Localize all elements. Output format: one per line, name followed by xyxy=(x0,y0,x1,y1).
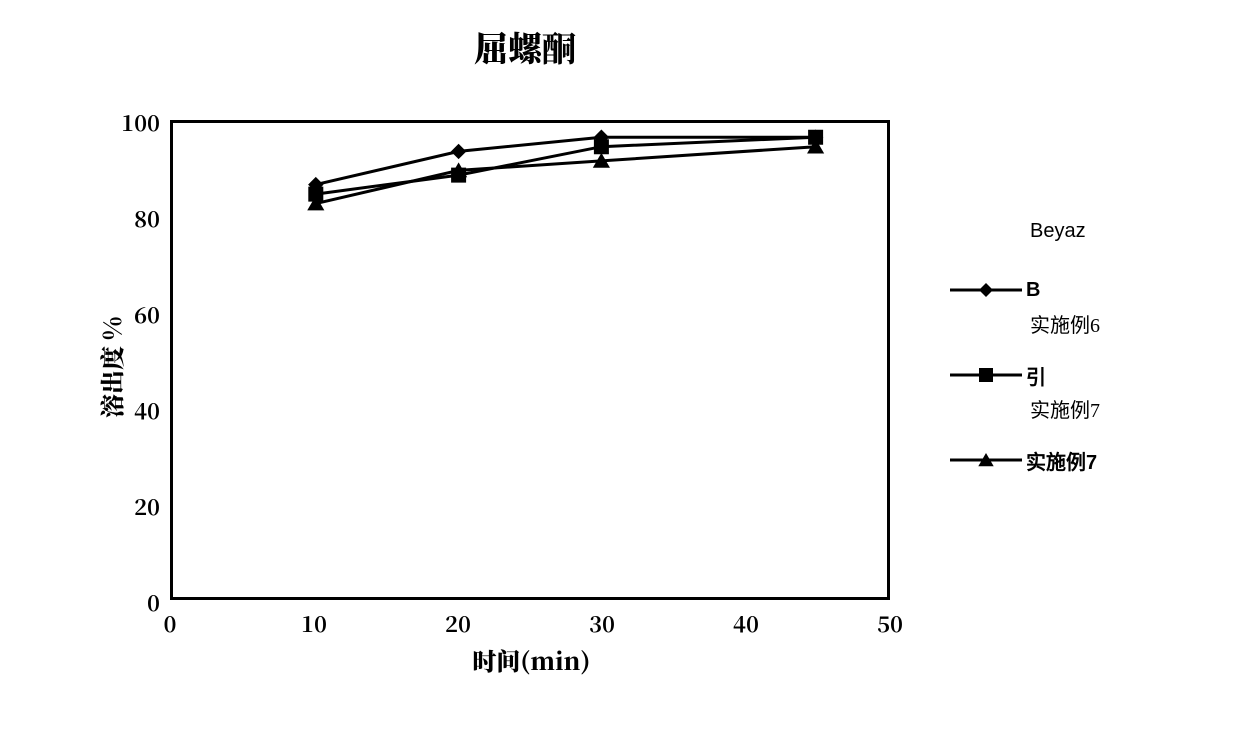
x-tick-40: 40 xyxy=(733,608,759,639)
x-tick-50: 50 xyxy=(877,608,903,639)
legend-row-0: B xyxy=(950,277,1210,303)
legend-top-label: Beyaz xyxy=(1030,220,1210,243)
legend-label-2: 实施例7 xyxy=(1026,446,1097,475)
legend-label-0: B xyxy=(1026,279,1040,302)
x-tick-0: 0 xyxy=(164,608,177,639)
legend-label-1: 引 xyxy=(1026,361,1046,390)
series-line-B xyxy=(316,137,816,184)
y-tick-100: 100 xyxy=(100,107,160,138)
x-tick-10: 10 xyxy=(301,608,327,639)
legend-row-1: 引 xyxy=(950,362,1210,388)
y-tick-40: 40 xyxy=(100,395,160,426)
legend-row-2: 实施例7 xyxy=(950,447,1210,473)
legend-marker-square-icon xyxy=(950,362,1022,388)
chart-page: 屈螺酮 溶出度 % 时间(min) 020406080100 010203040… xyxy=(0,0,1240,756)
marker-B-1 xyxy=(452,144,466,158)
legend-sublabel-0: 实施例6 xyxy=(1030,309,1210,338)
plot-area xyxy=(170,120,890,600)
y-tick-60: 60 xyxy=(100,299,160,330)
legend-marker-diamond-icon xyxy=(950,277,1022,303)
chart-title: 屈螺酮 xyxy=(0,22,1050,71)
y-tick-0: 0 xyxy=(100,587,160,618)
legend-items: B 实施例6 引实施例7 实施例7 xyxy=(950,277,1210,473)
x-axis-label: 时间(min) xyxy=(472,642,590,677)
plot-container: 溶出度 % 时间(min) 020406080100 01020304050 xyxy=(75,110,935,670)
y-tick-80: 80 xyxy=(100,203,160,234)
x-tick-30: 30 xyxy=(589,608,615,639)
legend-sublabel-1: 实施例7 xyxy=(1030,394,1210,423)
legend: Beyaz B 实施例6 引实施例7 实施例7 xyxy=(950,220,1210,473)
x-tick-20: 20 xyxy=(445,608,471,639)
marker-ex6-2 xyxy=(594,140,608,154)
line-chart-svg xyxy=(173,123,887,597)
legend-marker-triangle-icon xyxy=(950,447,1022,473)
y-tick-20: 20 xyxy=(100,491,160,522)
